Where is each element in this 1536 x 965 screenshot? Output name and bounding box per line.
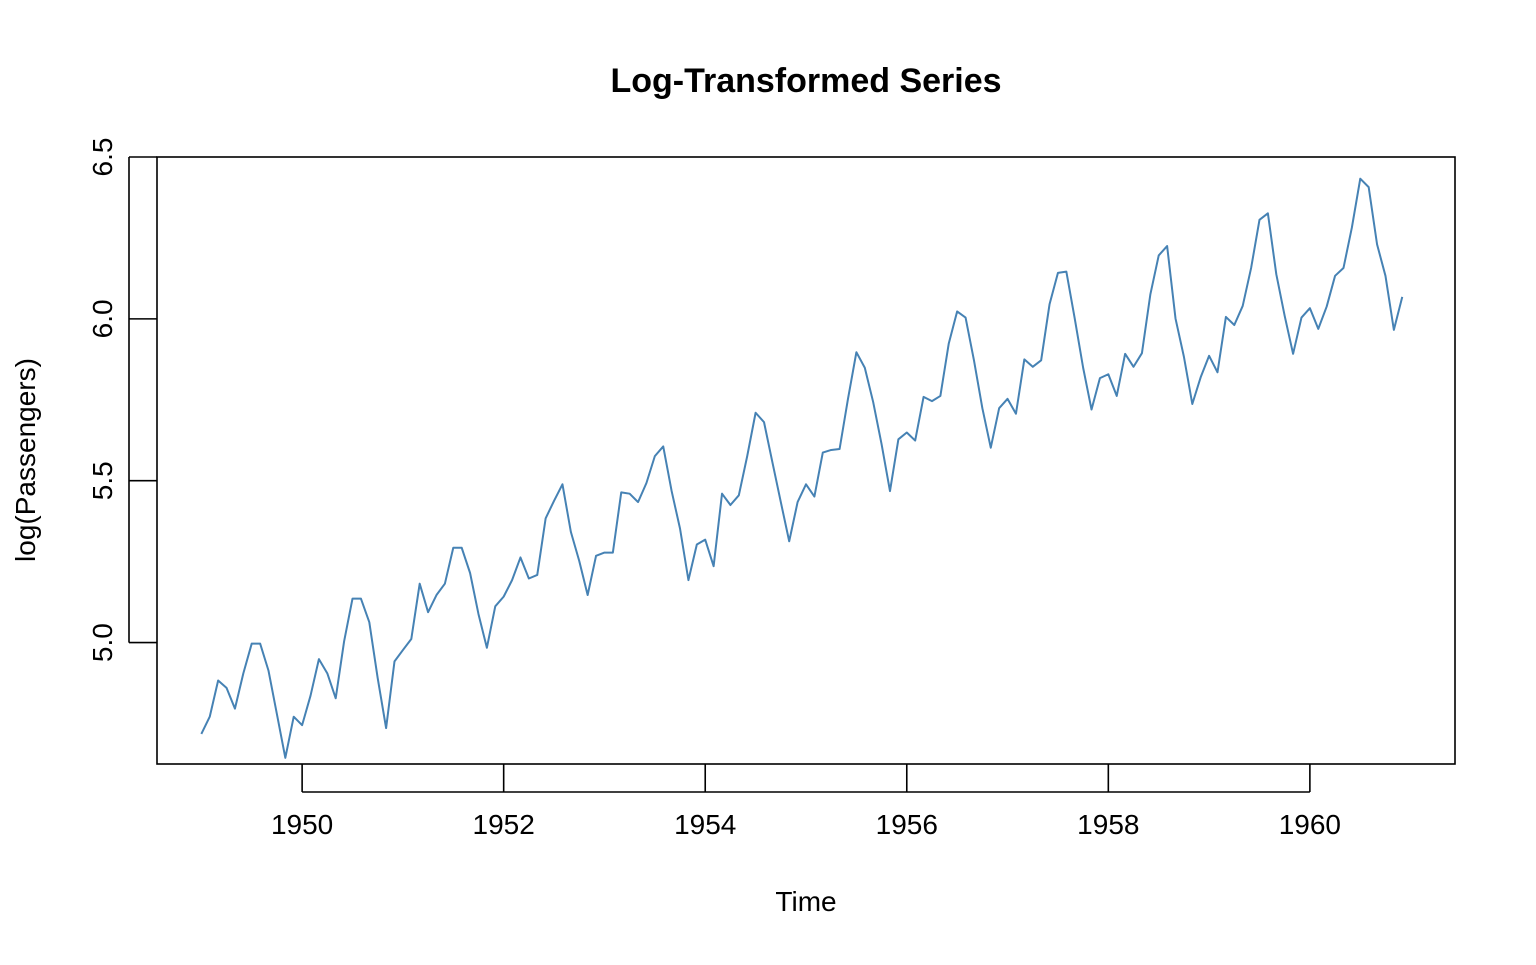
x-tick-label: 1958 — [1077, 809, 1139, 840]
y-tick-label: 5.5 — [87, 461, 118, 500]
x-tick-label: 1960 — [1279, 809, 1341, 840]
series-line — [200, 177, 1404, 759]
x-tick-label: 1952 — [473, 809, 535, 840]
plot-frame — [156, 156, 1456, 765]
x-axis-label: Time — [775, 886, 836, 917]
x-tick-label: 1956 — [876, 809, 938, 840]
y-tick-label: 6.5 — [87, 138, 118, 177]
y-axis-label: log(Passengers) — [10, 358, 41, 562]
y-tick-label: 6.0 — [87, 299, 118, 338]
x-tick-label: 1950 — [271, 809, 333, 840]
chart-title: Log-Transformed Series — [610, 62, 1001, 100]
x-tick-label: 1954 — [674, 809, 736, 840]
y-tick-label: 5.0 — [87, 623, 118, 662]
